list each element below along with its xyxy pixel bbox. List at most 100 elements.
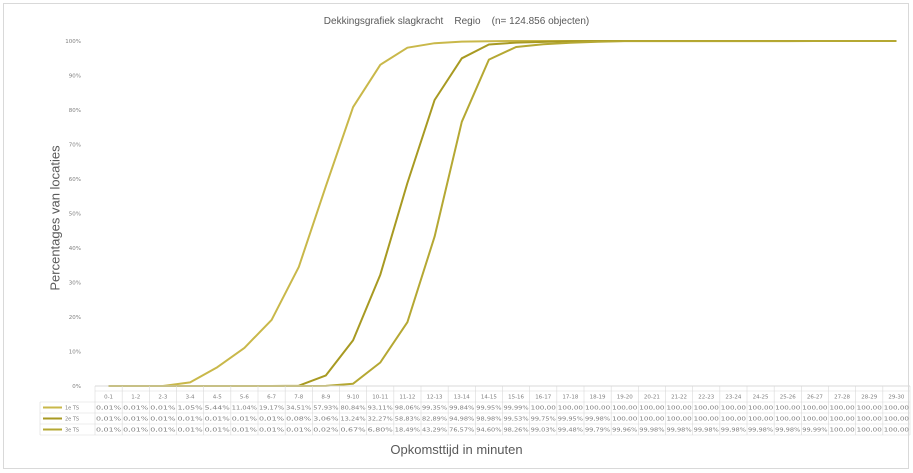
data-label: 100,00 <box>666 417 691 423</box>
data-label: 5,44% <box>205 406 231 412</box>
x-tick-label: 2-3 <box>158 395 167 401</box>
data-label: 100,00 <box>721 406 746 412</box>
y-tick-label: 30% <box>69 281 81 287</box>
data-label: 0,01% <box>123 428 149 434</box>
data-label: 98,98% <box>476 417 502 423</box>
data-label: 93,11% <box>368 406 394 412</box>
y-tick-label: 60% <box>69 177 81 183</box>
data-label: 100,00 <box>612 417 637 423</box>
data-label: 0,01% <box>123 406 149 412</box>
data-label: 34,51% <box>286 406 312 412</box>
x-tick-label: 8-9 <box>321 395 330 401</box>
data-label: 99,53% <box>503 417 529 423</box>
data-label: 99,96% <box>612 428 638 434</box>
data-label: 57,93% <box>313 406 339 412</box>
data-label: 99,98% <box>639 428 665 434</box>
x-tick-label: 21-22 <box>671 395 687 401</box>
data-label: 82,89% <box>422 417 448 423</box>
data-label: 99,99% <box>802 428 828 434</box>
data-label: 0,01% <box>259 417 285 423</box>
y-tick-label: 70% <box>69 143 81 149</box>
series-line-3 <box>108 40 897 387</box>
data-label: 0,01% <box>177 417 203 423</box>
data-label: 0,01% <box>232 417 258 423</box>
x-tick-label: 3-4 <box>186 395 195 401</box>
data-label: 0,01% <box>232 428 258 434</box>
x-tick-label: 6-7 <box>267 395 276 401</box>
x-tick-label: 17-18 <box>562 395 578 401</box>
x-tick-label: 1-2 <box>131 395 140 401</box>
data-label: 100,00 <box>748 406 773 412</box>
data-label: 99,98% <box>666 428 692 434</box>
x-tick-label: 25-26 <box>780 395 796 401</box>
data-label: 99,98% <box>585 417 611 423</box>
data-label: 100,00 <box>829 417 854 423</box>
x-tick-label: 18-19 <box>590 395 606 401</box>
data-label: 18,49% <box>395 428 421 434</box>
x-tick-label: 7-8 <box>294 395 303 401</box>
y-tick-label: 0% <box>72 384 81 390</box>
y-tick-label: 100% <box>65 39 81 45</box>
data-label: 100,00 <box>884 406 909 412</box>
data-label: 0,01% <box>150 428 176 434</box>
data-label: 100,00 <box>612 406 637 412</box>
x-tick-label: 0-1 <box>104 395 113 401</box>
data-label: 98,26% <box>503 428 529 434</box>
data-label: 80,84% <box>340 406 366 412</box>
data-label: 99,48% <box>558 428 584 434</box>
x-tick-label: 12-13 <box>427 395 443 401</box>
data-label: 99,35% <box>422 406 448 412</box>
data-label: 0,01% <box>150 406 176 412</box>
data-label: 0,08% <box>286 417 312 423</box>
data-label: 100,00 <box>639 406 664 412</box>
data-label: 0,67% <box>340 428 366 434</box>
data-label: 100,00 <box>857 428 882 434</box>
y-tick-label: 20% <box>69 315 81 321</box>
data-label: 100,00 <box>802 417 827 423</box>
x-tick-label: 10-11 <box>372 395 388 401</box>
data-label: 100,00 <box>531 406 556 412</box>
data-label: 94,60% <box>476 428 502 434</box>
y-tick-label: 80% <box>69 108 81 114</box>
data-label: 3,06% <box>313 417 339 423</box>
data-label: 100,00 <box>829 406 854 412</box>
data-label: 100,00 <box>857 406 882 412</box>
data-label: 99,99% <box>503 406 529 412</box>
data-label: 99,84% <box>449 406 475 412</box>
x-tick-label: 5-6 <box>240 395 249 401</box>
data-label: 100,00 <box>857 417 882 423</box>
x-tick-label: 14-15 <box>481 395 497 401</box>
x-tick-label: 20-21 <box>644 395 660 401</box>
data-label: 0,01% <box>177 428 203 434</box>
data-label: 100,00 <box>884 417 909 423</box>
data-label: 0,01% <box>123 417 149 423</box>
data-label: 98,06% <box>395 406 421 412</box>
data-label: 11,04% <box>232 406 258 412</box>
data-label: 100,00 <box>775 417 800 423</box>
data-label: 100,00 <box>748 417 773 423</box>
data-label: 0,01% <box>96 417 122 423</box>
data-label: 0,01% <box>259 428 285 434</box>
data-label: 99,79% <box>585 428 611 434</box>
x-tick-label: 27-28 <box>834 395 850 401</box>
data-label: 58,83% <box>395 417 421 423</box>
y-tick-label: 40% <box>69 246 81 252</box>
data-label: 100,00 <box>666 406 691 412</box>
data-label: 32,27% <box>368 417 394 423</box>
legend-label: 1e TS <box>65 406 79 412</box>
series-line-1 <box>108 40 897 387</box>
data-label: 0,02% <box>313 428 339 434</box>
x-tick-label: 13-14 <box>454 395 470 401</box>
data-label: 99,03% <box>531 428 557 434</box>
data-label: 13,24% <box>340 417 366 423</box>
x-tick-label: 23-24 <box>725 395 741 401</box>
x-tick-label: 19-20 <box>617 395 633 401</box>
chart-title: Dekkingsgrafiek slagkracht Regio (n= 124… <box>323 16 590 27</box>
data-label: 99,98% <box>775 428 801 434</box>
data-label: 0,01% <box>205 417 231 423</box>
x-tick-label: 9-10 <box>347 395 360 401</box>
x-tick-label: 28-29 <box>861 395 877 401</box>
data-label: 6,80% <box>368 428 394 434</box>
data-label: 100,00 <box>585 406 610 412</box>
